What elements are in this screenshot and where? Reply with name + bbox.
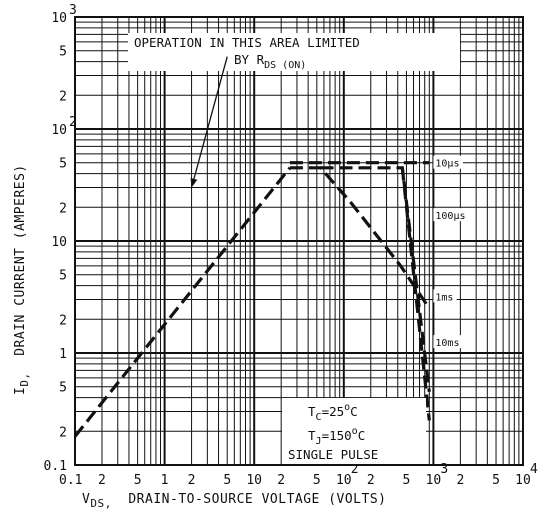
y-tick-exponent: 2 [69, 115, 77, 130]
curve-label-bg [433, 289, 457, 303]
x-tick-exponent: 2 [351, 462, 359, 477]
x-tick-label: 5 [403, 473, 411, 488]
junction-temperature-label: TJ=150oC [308, 426, 365, 447]
x-tick-exponent: 3 [440, 462, 448, 477]
y-tick-label: 2 [59, 313, 67, 328]
x-tick-label: 10 [426, 473, 442, 488]
x-tick-label: 10 [336, 473, 352, 488]
curve-label: 10µs [435, 159, 459, 170]
curve-label-bg [433, 208, 470, 222]
y-tick-label: 5 [59, 157, 67, 172]
x-tick-label: 2 [277, 473, 285, 488]
x-tick-label: 10 [515, 473, 531, 488]
y-tick-label: 10 [51, 235, 67, 250]
case-temperature-label: TC=25oC [308, 402, 358, 423]
curve-label: 100µs [435, 211, 465, 222]
series-line [400, 167, 431, 421]
series-group [73, 161, 431, 438]
x-tick-label: 0.1 [59, 473, 82, 488]
series-line [73, 166, 292, 438]
y-tick-label: 2 [59, 425, 67, 440]
y-tick-label: 1 [59, 347, 67, 362]
x-tick-exponent: 4 [530, 462, 538, 477]
x-tick-label: 5 [134, 473, 142, 488]
x-tick-label: 2 [188, 473, 196, 488]
curve-label-bg [433, 335, 463, 349]
curve-label-bg [433, 155, 463, 169]
x-tick-label: 5 [313, 473, 321, 488]
y-tick-label: 10 [51, 123, 67, 138]
region-note-line2: BY RDS (ON) [234, 52, 306, 71]
region-note-box [128, 33, 460, 71]
series-line [289, 166, 431, 310]
y-tick-label: 5 [59, 45, 67, 60]
y-tick-label: 2 [59, 89, 67, 104]
region-arrow-head [190, 177, 198, 188]
x-tick-label: 2 [456, 473, 464, 488]
x-tick-label: 2 [367, 473, 375, 488]
grid [75, 17, 523, 465]
region-note-line1: OPERATION IN THIS AREA LIMITED [134, 35, 360, 50]
plot-frame [74, 16, 524, 466]
y-tick-label: 5 [59, 269, 67, 284]
y-tick-label: 0.1 [44, 459, 67, 474]
y-tick-label: 10 [51, 11, 67, 26]
y-axis-title: ID, DRAIN CURRENT (AMPERES) [13, 164, 31, 395]
region-arrow [193, 56, 228, 180]
y-tick-label: 5 [59, 381, 67, 396]
x-tick-label: 10 [246, 473, 262, 488]
conditions-box [282, 398, 426, 464]
curve-label: 10ms [435, 338, 459, 349]
single-pulse-label: SINGLE PULSE [288, 447, 378, 462]
y-tick-label: 2 [59, 201, 67, 216]
curve-labels: 10µs 100µs 1ms 10ms [433, 155, 470, 349]
x-tick-label: 2 [98, 473, 106, 488]
x-axis-title: VDS, DRAIN-TO-SOURCE VOLTAGE (VOLTS) [82, 492, 386, 510]
curve-label: 1ms [435, 292, 453, 303]
x-tick-label: 1 [161, 473, 169, 488]
x-tick-label: 5 [492, 473, 500, 488]
y-tick-exponent: 3 [69, 3, 77, 18]
x-tick-label: 5 [223, 473, 231, 488]
tick-labels: 0.1 2 5 1 2 5 10 2 5 10 2 5 10 2 5 102 3 40.1251251025102… [44, 3, 538, 488]
